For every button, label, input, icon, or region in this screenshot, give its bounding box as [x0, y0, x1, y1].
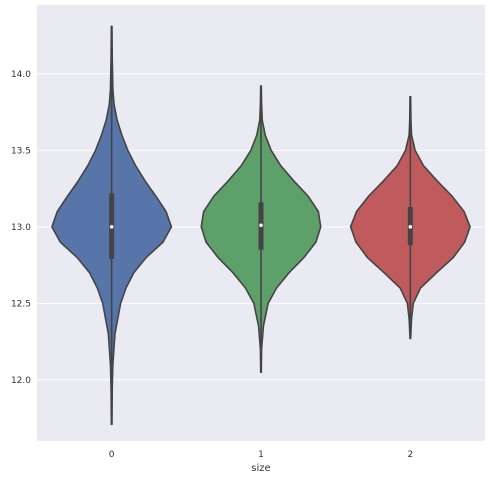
x-tick-label: 1	[258, 450, 264, 460]
x-axis-label: size	[251, 463, 270, 474]
y-tick-label: 12.0	[11, 376, 31, 386]
x-tick-label: 0	[109, 450, 115, 460]
y-axis-ticks: 12.0 12.5 13.0 13.5 14.0	[11, 70, 31, 386]
y-tick-label: 14.0	[11, 70, 31, 80]
violin-median-2	[408, 225, 413, 229]
y-tick-label: 13.0	[11, 223, 31, 233]
violin-median-1	[259, 223, 263, 228]
y-tick-label: 12.5	[11, 300, 31, 310]
x-tick-label: 2	[407, 450, 413, 460]
violin-median-0	[109, 225, 114, 229]
violins	[51, 25, 471, 425]
y-tick-label: 13.5	[11, 147, 31, 157]
x-axis-ticks: 0 1 2	[109, 450, 413, 460]
